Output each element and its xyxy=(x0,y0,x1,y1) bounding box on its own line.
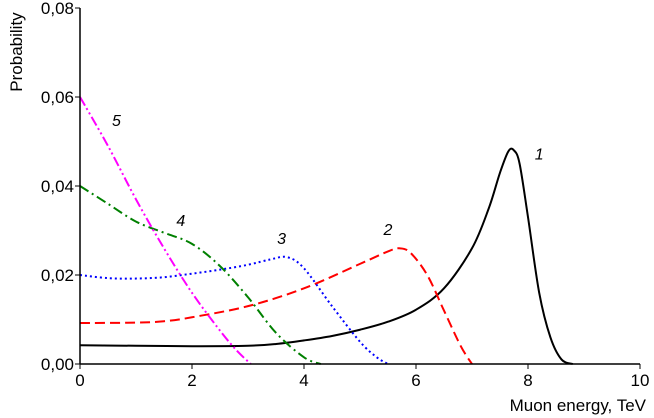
x-tick-label: 10 xyxy=(631,371,650,390)
x-axis-title: Muon energy, TeV xyxy=(510,396,647,415)
series-label-4: 4 xyxy=(176,213,185,230)
plot-lines xyxy=(79,96,574,365)
x-tick-label: 4 xyxy=(299,371,308,390)
series-line-1 xyxy=(79,147,574,365)
x-tick-label: 0 xyxy=(75,371,84,390)
axes xyxy=(75,7,641,369)
y-tick-label: 0,04 xyxy=(41,177,74,196)
tick-labels: 0 2 4 6 8 10 0,00 0,02 0,04 0,06 0,08 xyxy=(41,0,650,390)
series-line-3 xyxy=(79,255,389,365)
y-tick-label: 0,02 xyxy=(41,266,74,285)
series-line-5 xyxy=(79,96,252,365)
series-label-3: 3 xyxy=(277,231,286,248)
series-line-2 xyxy=(79,247,473,365)
x-tick-label: 2 xyxy=(187,371,196,390)
series-line-4 xyxy=(79,185,322,365)
series-label-2: 2 xyxy=(383,222,393,239)
x-tick-label: 6 xyxy=(411,371,420,390)
y-tick-label: 0,06 xyxy=(41,88,74,107)
x-tick-label: 8 xyxy=(523,371,532,390)
y-axis-title: Probability xyxy=(7,12,26,92)
series-labels: 1 2 3 4 5 xyxy=(112,113,544,248)
y-tick-label: 0,08 xyxy=(41,0,74,18)
series-label-1: 1 xyxy=(535,146,544,163)
series-label-5: 5 xyxy=(112,113,121,130)
y-tick-label: 0,00 xyxy=(41,355,74,374)
